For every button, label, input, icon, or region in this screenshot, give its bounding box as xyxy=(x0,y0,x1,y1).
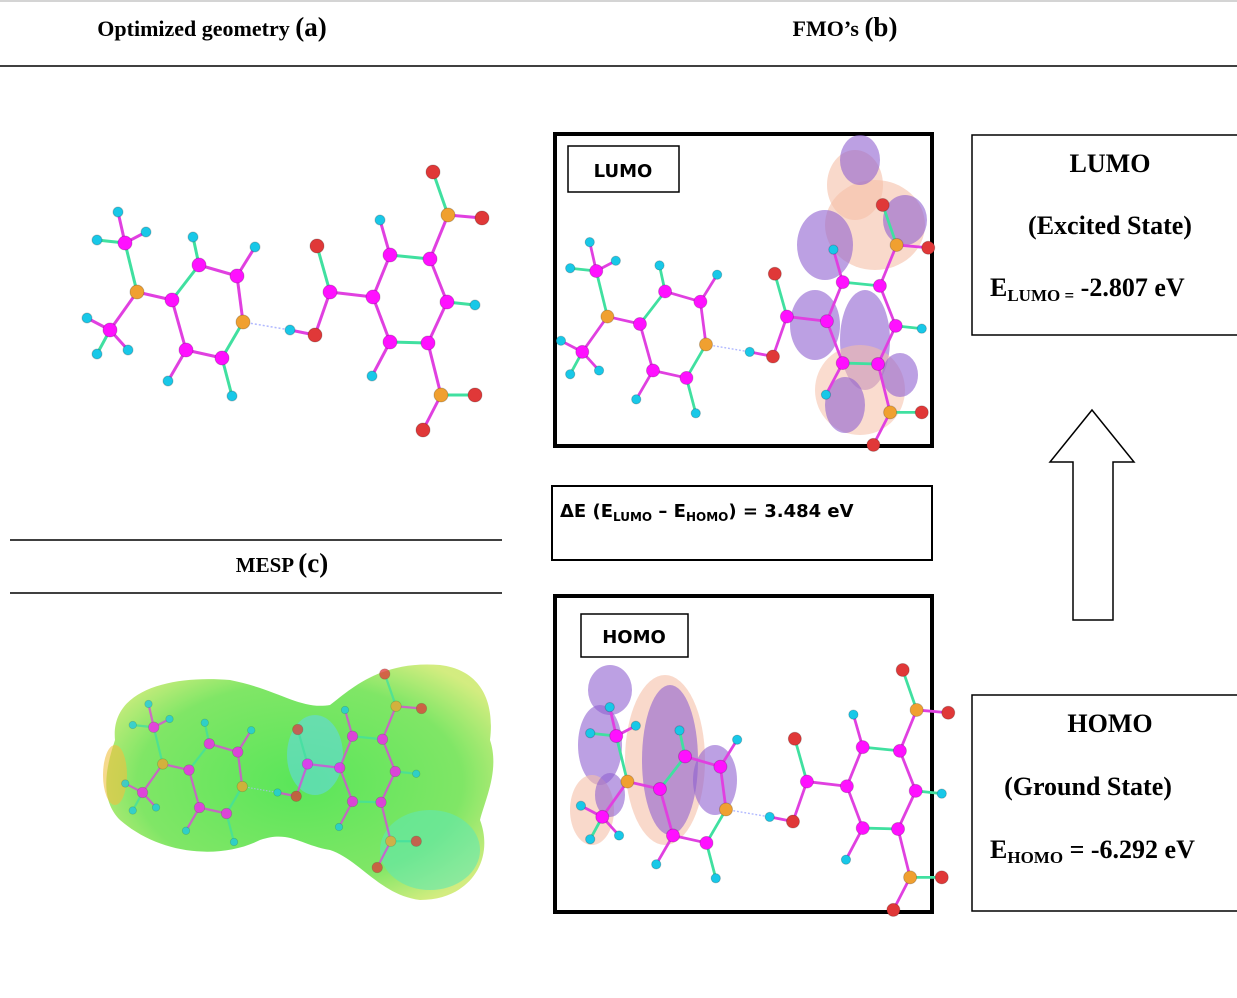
info-title: LUMO xyxy=(1070,149,1151,178)
info-title: HOMO xyxy=(1067,709,1152,738)
panel-letter: (b) xyxy=(864,12,897,42)
info-state: (Excited State) xyxy=(1028,211,1192,240)
title-text: MESP xyxy=(236,553,295,577)
lumo-label: LUMO xyxy=(594,161,653,182)
title-text: FMO’s xyxy=(793,16,860,41)
text: ΔE (E xyxy=(560,501,613,522)
info-state: (Ground State) xyxy=(1004,772,1172,801)
gap-box xyxy=(552,486,932,560)
title-text: Optimized geometry xyxy=(97,16,289,41)
figure: Optimized geometry (a) FMO’s (b) MESP (c… xyxy=(0,0,1237,998)
text: E xyxy=(990,273,1007,302)
panel-letter: (c) xyxy=(298,548,328,578)
subscript: LUMO = xyxy=(1007,286,1074,305)
mesp-surface xyxy=(103,664,493,900)
subscript: LUMO xyxy=(613,510,652,524)
text: E xyxy=(990,835,1007,864)
subscript: HOMO xyxy=(686,510,728,524)
homo-label: HOMO xyxy=(602,627,666,648)
arrow xyxy=(1050,410,1134,620)
text: ) = 3.484 eV xyxy=(728,501,853,522)
geometry-molecule xyxy=(82,165,489,437)
text: = -6.292 eV xyxy=(1063,835,1195,864)
text: – E xyxy=(652,501,686,522)
subscript: HOMO xyxy=(1007,848,1063,867)
panel-c-title: MESP (c) xyxy=(236,548,328,578)
panel-letter: (a) xyxy=(295,12,326,42)
panel-a-title: Optimized geometry (a) xyxy=(97,12,326,42)
panel-b-title: FMO’s (b) xyxy=(793,12,898,42)
homo-orbital xyxy=(570,665,737,845)
text: -2.807 eV xyxy=(1074,273,1185,302)
